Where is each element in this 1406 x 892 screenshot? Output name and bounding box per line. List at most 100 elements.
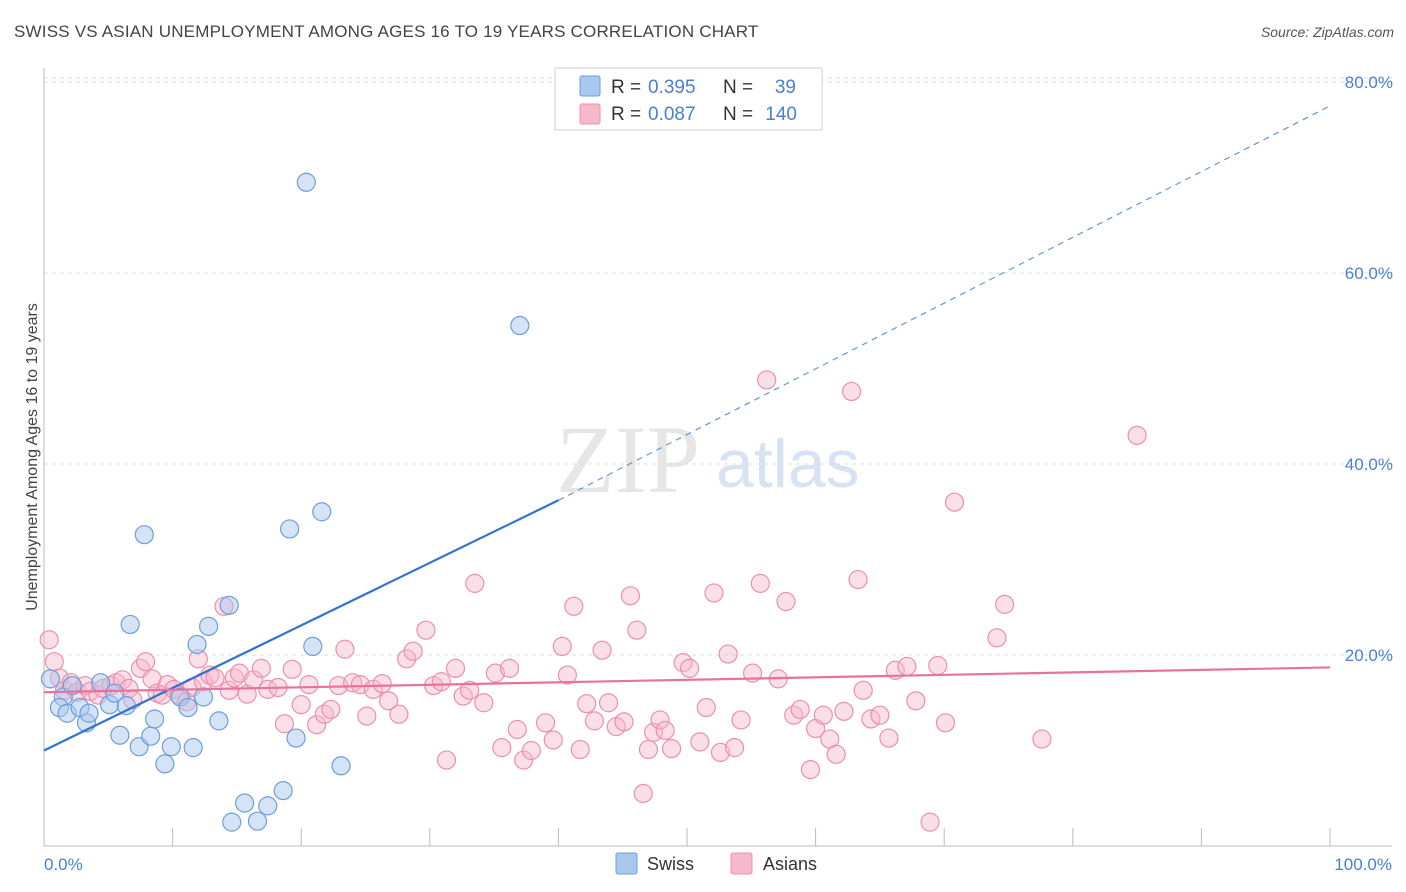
asians-point-56 <box>416 620 436 640</box>
swiss-point-7 <box>79 703 99 723</box>
asians-point-127 <box>995 594 1015 614</box>
gridlines <box>44 77 1392 656</box>
asians-point-128 <box>1032 729 1052 749</box>
asians-point-73 <box>552 636 572 657</box>
asians-point-64 <box>474 693 494 713</box>
swiss-point-16 <box>141 726 161 746</box>
asians-point-79 <box>592 640 612 660</box>
swiss-point-38 <box>331 756 351 776</box>
bottom-legend: Swiss Asians <box>615 852 817 875</box>
swiss-point-10 <box>105 683 125 703</box>
legend-asians-n-value: 140 <box>765 104 797 125</box>
swiss-point-19 <box>161 737 181 757</box>
x-tick-label-0: 0.0% <box>44 855 83 874</box>
swiss-trend-line <box>43 499 559 752</box>
asians-point-96 <box>710 742 731 763</box>
swiss-point-18 <box>155 754 175 774</box>
swiss-point-23 <box>187 634 207 655</box>
asians-point-60 <box>445 658 466 678</box>
swiss-point-0 <box>40 669 61 689</box>
watermark-zip: ZIP <box>556 406 700 513</box>
swiss-point-24 <box>193 687 214 707</box>
asians-point-95 <box>704 583 724 603</box>
asians-point-75 <box>564 596 584 616</box>
swiss-point-25 <box>199 616 219 636</box>
asians-point-65 <box>485 663 505 683</box>
asians-point-42 <box>307 715 327 735</box>
asians-trend-line <box>43 666 1331 694</box>
swiss-point-35 <box>296 172 316 192</box>
asians-point-82 <box>614 712 634 732</box>
swiss-point-33 <box>280 519 300 539</box>
asians-point-40 <box>291 695 311 715</box>
asians-point-107 <box>800 759 821 780</box>
asians-point-122 <box>920 812 940 832</box>
asians-point-68 <box>507 719 527 740</box>
asians-point-38 <box>274 714 295 734</box>
legend-swatch-asians <box>579 103 601 125</box>
asians-point-44 <box>321 699 341 720</box>
swiss-point-4 <box>62 675 82 696</box>
swiss-point-26 <box>209 711 229 731</box>
swiss-point-12 <box>116 696 136 716</box>
asians-point-86 <box>638 739 659 760</box>
asians-point-58 <box>431 672 451 692</box>
asians-point-16 <box>135 652 156 672</box>
asians-point-74 <box>557 665 578 685</box>
asians-point-84 <box>627 620 647 640</box>
legend-swiss-n-label: N = <box>723 77 753 98</box>
y-tick-label-60: 60.0% <box>1345 264 1393 283</box>
y-axis-label: Unemployment Among Ages 16 to 19 years <box>24 303 41 611</box>
swiss-point-28 <box>222 812 242 832</box>
legend-asians-n-label: N = <box>723 104 753 125</box>
swiss-point-31 <box>258 796 278 816</box>
asians-point-49 <box>357 706 377 726</box>
asians-point-78 <box>584 711 605 731</box>
swiss-point-13 <box>120 614 140 635</box>
asians-point-52 <box>379 691 399 711</box>
swiss-point-22 <box>183 738 203 758</box>
swiss-point-11 <box>110 725 130 745</box>
asians-point-104 <box>776 591 796 612</box>
asians-point-125 <box>944 492 965 512</box>
asians-point-112 <box>834 701 854 721</box>
asians-point-117 <box>870 705 890 725</box>
y-tick-label-40: 40.0% <box>1345 455 1393 474</box>
swiss-point-17 <box>144 709 165 729</box>
asians-point-90 <box>661 738 682 759</box>
asians-point-94 <box>696 697 716 718</box>
asians-point-66 <box>492 738 512 758</box>
trend-lines <box>43 105 1331 752</box>
asians-point-63 <box>465 573 485 593</box>
asians-point-51 <box>372 674 392 694</box>
swiss-trend-extension <box>558 105 1331 501</box>
asians-point-113 <box>842 381 862 402</box>
y-tick-label-20: 20.0% <box>1345 646 1393 665</box>
bottom-legend-swatch-swiss <box>615 852 638 875</box>
x-tick-label-100: 100.0% <box>1334 855 1392 874</box>
asians-point-102 <box>757 370 777 390</box>
asians-point-76 <box>570 739 590 760</box>
swiss-point-39 <box>510 315 530 336</box>
asians-point-71 <box>535 713 556 733</box>
asians-point-46 <box>335 639 355 659</box>
asians-point-62 <box>460 680 480 700</box>
chart-title: SWISS VS ASIAN UNEMPLOYMENT AMONG AGES 1… <box>14 22 759 41</box>
swiss-point-15 <box>134 525 154 545</box>
swiss-point-32 <box>273 781 293 801</box>
legend-asians-r-label: R = <box>611 104 641 125</box>
swiss-point-21 <box>178 697 198 718</box>
asians-point-70 <box>521 740 541 761</box>
asians-point-72 <box>543 730 563 750</box>
legend-swiss-n-value: 39 <box>775 77 796 98</box>
asians-point-83 <box>620 586 641 606</box>
asians-point-93 <box>690 732 710 752</box>
asians-point-118 <box>879 728 899 748</box>
asians-point-77 <box>577 694 597 714</box>
asians-point-59 <box>436 750 457 770</box>
asians-point-124 <box>935 713 956 733</box>
bottom-legend-swiss: Swiss <box>647 854 694 874</box>
asians-point-80 <box>598 693 619 713</box>
legend-box: R = 0.395 N = 39 R = 0.087 N = 140 <box>554 67 823 131</box>
